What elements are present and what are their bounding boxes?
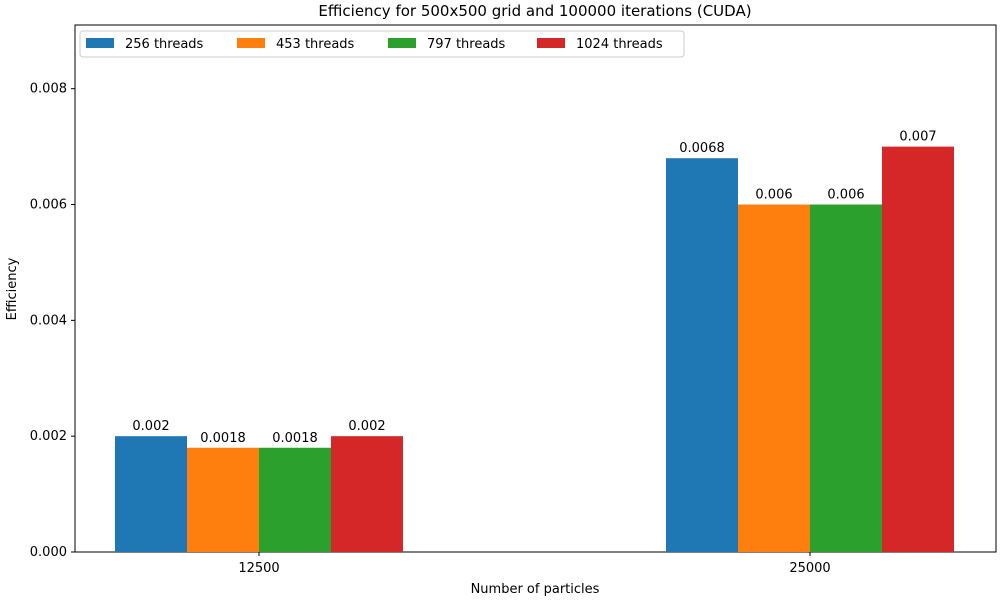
legend-label: 256 threads [125, 37, 204, 52]
bar [882, 146, 954, 552]
y-axis-label: Efficiency [5, 257, 20, 320]
bar-value-label: 0.006 [755, 188, 792, 203]
axes-frame [74, 24, 997, 553]
bar [666, 158, 738, 552]
legend-swatch [388, 38, 416, 48]
y-tick-label: 0.000 [30, 545, 67, 560]
bar [115, 436, 187, 552]
plot-area: 0.000 0.002 0.004 0.006 0.008 12500 0.002 0.001… [30, 24, 997, 576]
legend-label: 453 threads [276, 37, 355, 52]
bar-value-label: 0.0068 [679, 141, 725, 156]
bar-value-label: 0.002 [348, 419, 385, 434]
y-tick-label: 0.002 [30, 429, 67, 444]
legend-swatch [537, 38, 565, 48]
legend-label: 1024 threads [576, 37, 663, 52]
bar-value-label: 0.006 [827, 188, 864, 203]
legend: 256 threads 453 threads 797 threads 1024 th… [79, 30, 685, 58]
bar-value-label: 0.007 [899, 130, 936, 145]
bar [810, 204, 882, 552]
legend-label: 797 threads [427, 37, 506, 52]
x-axis-label: Number of particles [471, 582, 600, 597]
bar-value-label: 0.0018 [200, 431, 246, 446]
bar [738, 204, 810, 552]
bar-value-label: 0.002 [132, 419, 169, 434]
chart-title: Efficiency for 500x500 grid and 100000 i… [318, 2, 751, 20]
bar [259, 447, 331, 552]
y-tick-label: 0.008 [30, 82, 67, 97]
bar-value-label: 0.0018 [272, 431, 318, 446]
legend-swatch [237, 38, 265, 48]
x-tick-label: 12500 [238, 561, 279, 576]
legend-swatch [86, 38, 114, 48]
y-tick-label: 0.006 [30, 198, 67, 213]
x-tick-label: 25000 [789, 561, 830, 576]
bar [187, 447, 259, 552]
y-tick-label: 0.004 [30, 313, 67, 328]
bar [331, 436, 403, 552]
legend-box [79, 30, 685, 58]
